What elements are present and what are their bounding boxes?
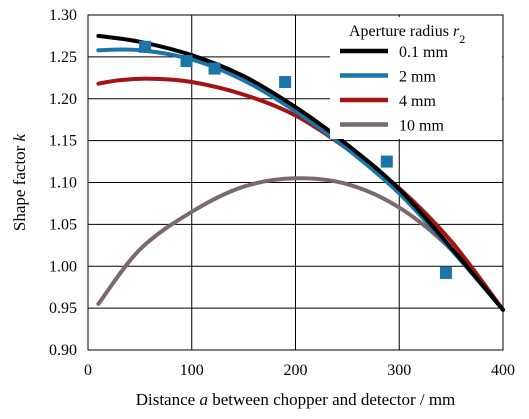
x-tick-label: 400 (491, 362, 515, 379)
legend-background (330, 17, 502, 139)
legend: Aperture radius r2 0.1 mm 2 mm 4 mm 10 mm (330, 17, 502, 139)
x-tick-label: 100 (180, 362, 204, 379)
data-marker (380, 155, 393, 168)
y-tick-label: 1.30 (49, 7, 77, 24)
x-tick-labels: 0 100 200 300 400 (84, 362, 515, 379)
data-marker (279, 76, 292, 88)
y-tick-labels: 0.90 0.95 1.00 1.05 1.10 1.15 1.20 1.25 1.30 (49, 7, 77, 359)
data-markers (139, 40, 452, 279)
series-lines (96, 33, 505, 312)
y-tick-label: 1.25 (49, 49, 77, 66)
y-axis-title: Shape factor k (10, 133, 29, 231)
series-line-4-mm (96, 76, 505, 312)
series-line-10-mm (96, 176, 505, 312)
x-tick-label: 200 (284, 362, 308, 379)
x-axis-title: Distance a between chopper and detector … (136, 390, 456, 409)
data-marker (439, 266, 452, 279)
legend-label-2-mm: 2 mm (399, 69, 436, 86)
y-tick-label: 1.00 (49, 258, 77, 275)
data-marker (208, 62, 221, 75)
legend-items: 0.1 mm 2 mm 4 mm 10 mm (340, 44, 448, 135)
legend-title: Aperture radius r2 (349, 23, 465, 46)
x-tick-label: 0 (84, 362, 92, 379)
y-tick-label: 0.90 (49, 342, 77, 359)
x-tick-label: 300 (387, 362, 411, 379)
y-tick-label: 1.05 (49, 216, 77, 233)
y-tick-label: 0.95 (49, 300, 77, 317)
series-line-0-1-mm (96, 33, 505, 312)
y-tick-label: 1.20 (49, 91, 77, 108)
legend-label-0-1-mm: 0.1 mm (399, 44, 448, 61)
legend-label-4-mm: 4 mm (399, 93, 436, 110)
data-marker (139, 40, 152, 53)
y-tick-label: 1.15 (49, 133, 77, 150)
data-marker (180, 55, 193, 68)
legend-label-10-mm: 10 mm (399, 118, 444, 135)
plot-area-frame (87, 14, 504, 351)
y-tick-label: 1.10 (49, 175, 77, 192)
